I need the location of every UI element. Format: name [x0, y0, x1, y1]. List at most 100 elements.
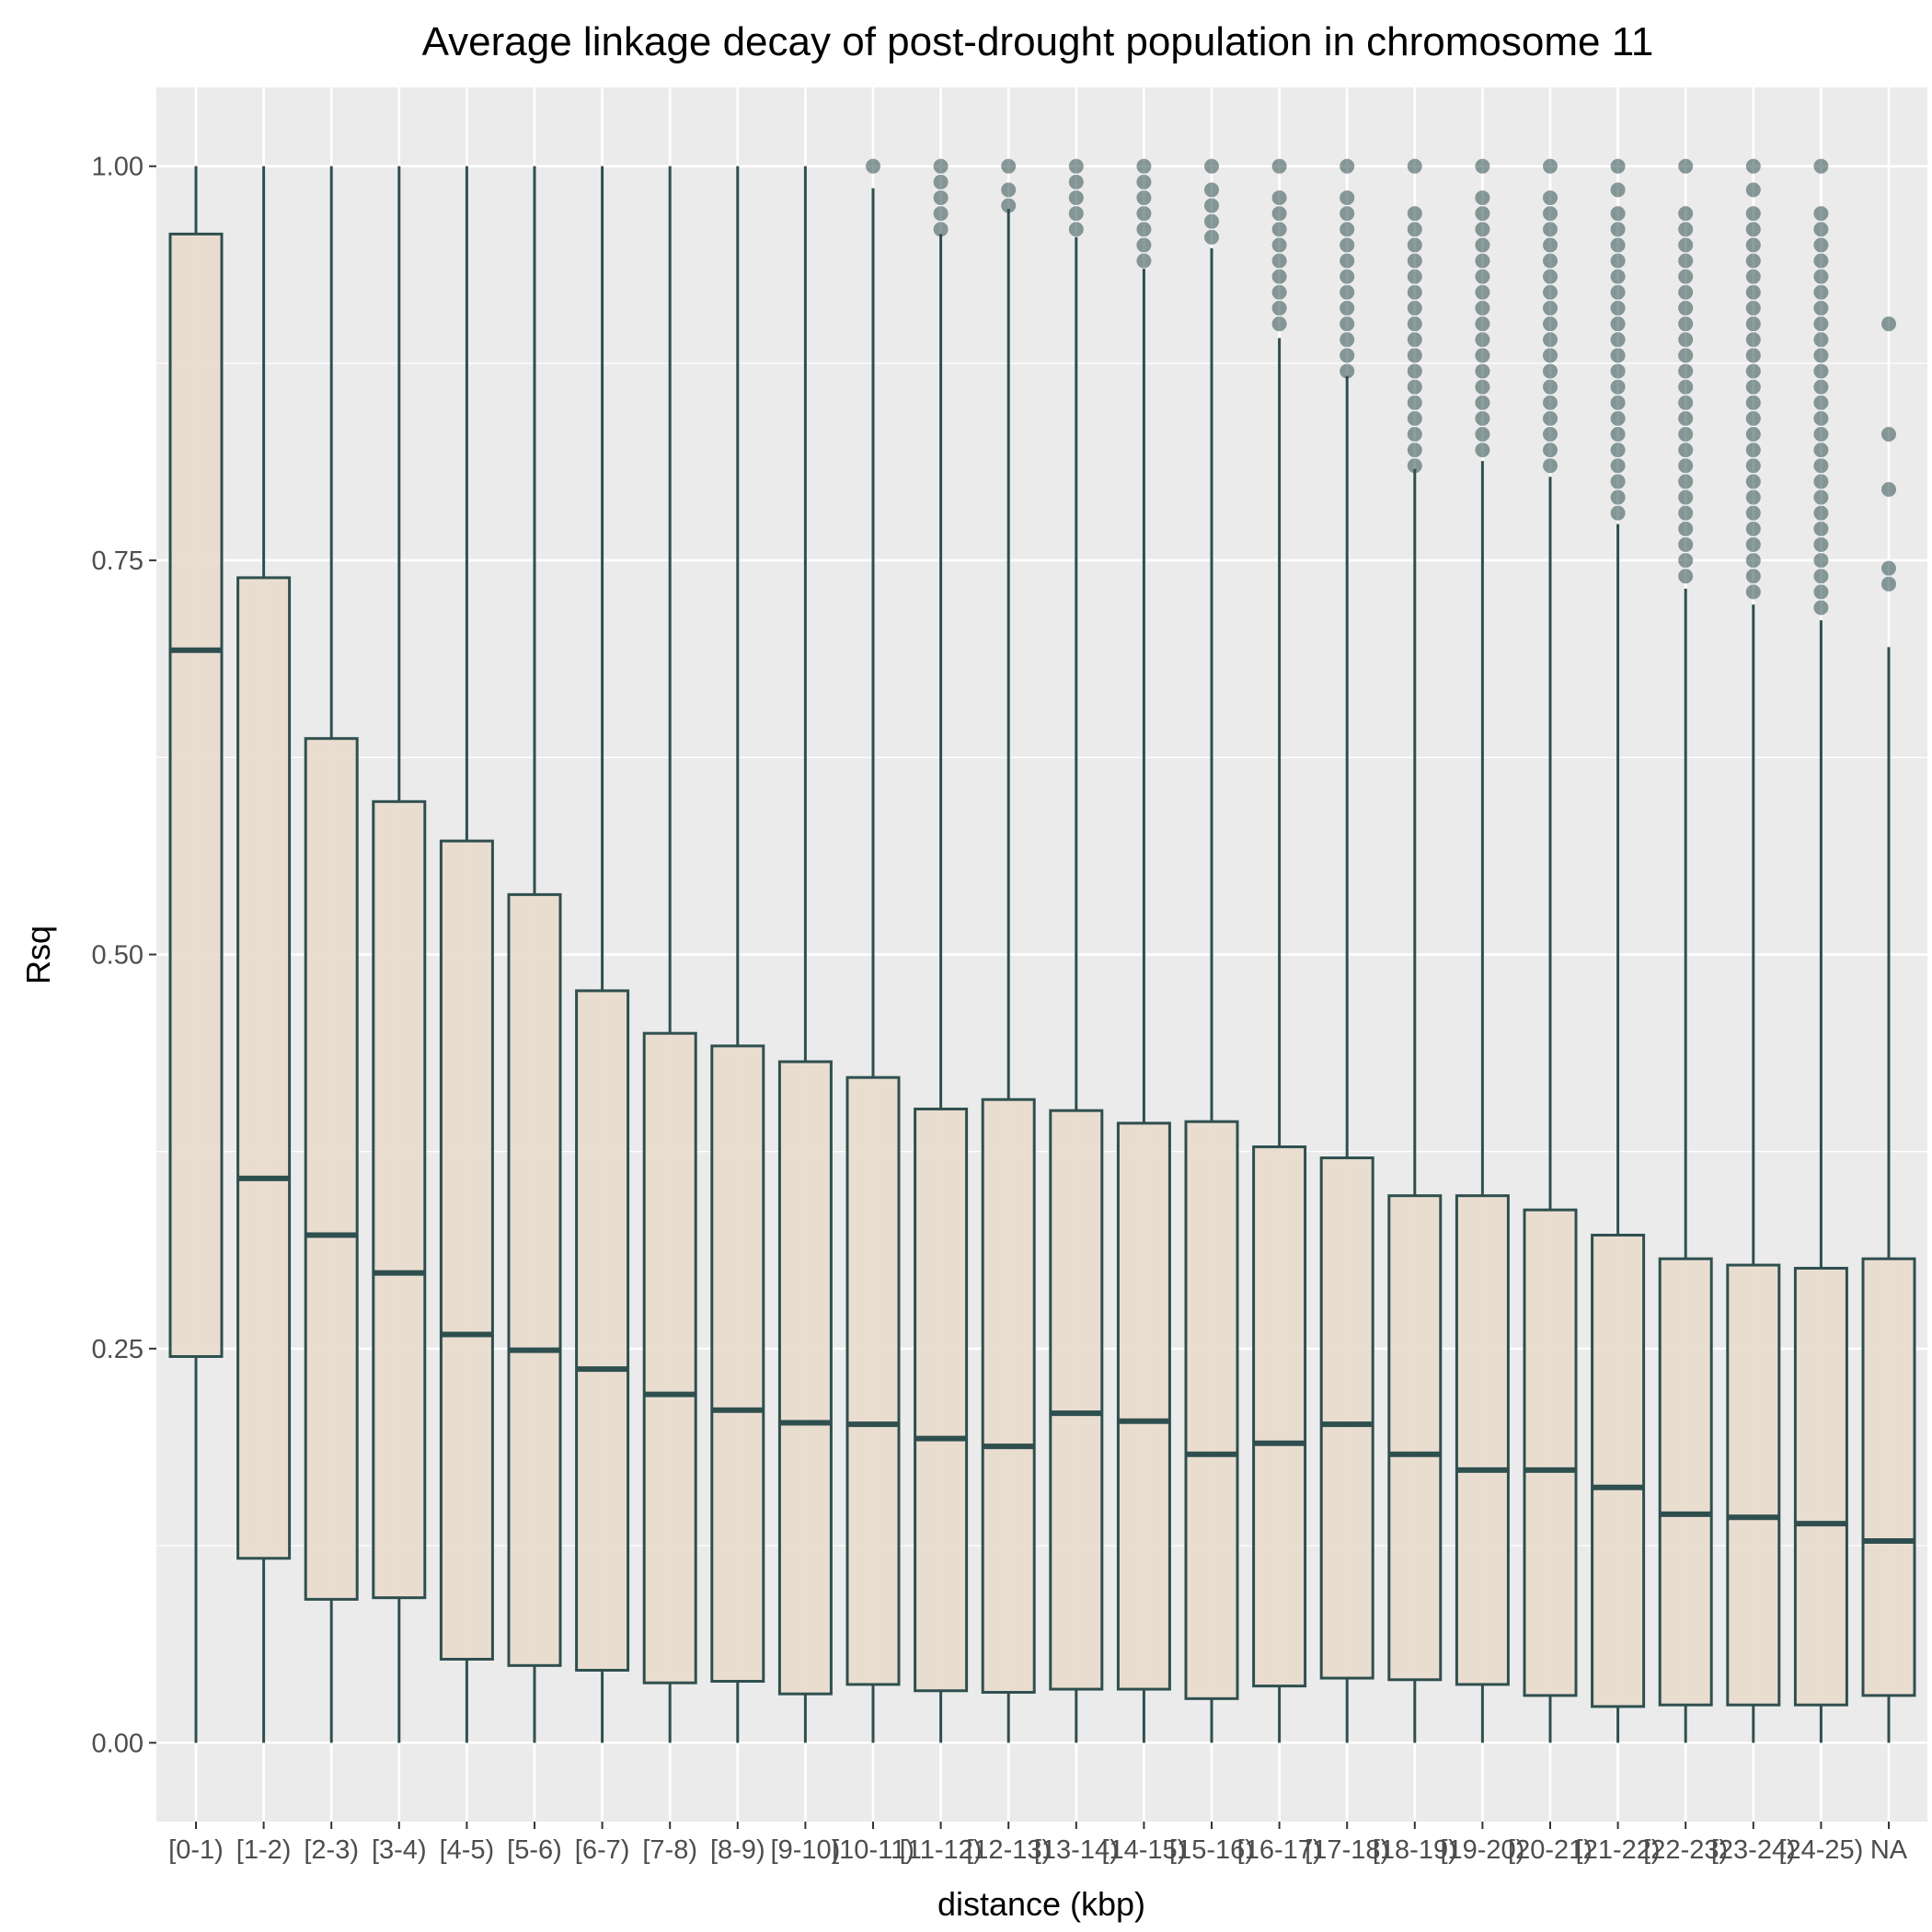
outlier-point — [1813, 300, 1829, 316]
box-10 — [845, 158, 901, 1743]
outlier-point — [1610, 206, 1626, 222]
x-tick-label: [22-23) — [1643, 1835, 1728, 1865]
box-body — [507, 892, 562, 1667]
outlier-point — [1745, 395, 1761, 410]
outlier-point — [1813, 269, 1829, 284]
outlier-point — [1340, 316, 1355, 332]
y-tick-label: 0.25 — [92, 1335, 144, 1364]
outlier-point — [933, 222, 949, 237]
x-axis: [0-1) [1-2) [2-3) [3-4) [4-5) [5-6) [6-7) [7-8)… — [168, 1822, 1908, 1865]
outlier-point — [1678, 316, 1694, 332]
outlier-point — [1475, 427, 1490, 442]
box-body — [777, 1060, 833, 1696]
box-22 — [1658, 158, 1713, 1743]
outlier-point — [1813, 348, 1829, 363]
outlier-point — [1543, 410, 1558, 426]
outlier-point — [1610, 300, 1626, 316]
boxes-layer — [168, 158, 1916, 1743]
outlier-point — [1678, 348, 1694, 363]
outlier-point — [1881, 427, 1896, 442]
outlier-point — [1610, 443, 1626, 458]
x-tick-label: [2-3) — [304, 1835, 359, 1865]
x-tick-label: [14-15) — [1101, 1835, 1186, 1865]
x-tick-label: [7-8) — [642, 1835, 697, 1865]
outlier-point — [1543, 237, 1558, 253]
outlier-point — [1068, 174, 1084, 190]
outlier-point — [1543, 316, 1558, 332]
outlier-point — [1407, 284, 1422, 300]
outlier-point — [1745, 269, 1761, 284]
outlier-point — [1813, 536, 1829, 552]
outlier-point — [1881, 481, 1896, 497]
outlier-point — [1610, 474, 1626, 489]
outlier-point — [1340, 332, 1355, 348]
x-tick-label: [5-6) — [507, 1835, 562, 1865]
x-tick-label: NA — [1870, 1835, 1908, 1865]
outlier-point — [1271, 284, 1287, 300]
outlier-point — [1407, 237, 1422, 253]
outlier-point — [1678, 222, 1694, 237]
outlier-point — [1475, 410, 1490, 426]
outlier-point — [1271, 222, 1287, 237]
x-tick-label: [1-2) — [236, 1835, 292, 1865]
outlier-point — [1543, 443, 1558, 458]
x-tick-label: [16-17) — [1237, 1835, 1322, 1865]
x-tick-label: [24-25) — [1778, 1835, 1863, 1865]
outlier-point — [1745, 332, 1761, 348]
outlier-point — [1271, 237, 1287, 253]
x-tick-label: [17-18) — [1305, 1835, 1389, 1865]
outlier-point — [1678, 505, 1694, 521]
outlier-point — [1745, 427, 1761, 442]
outlier-point — [1678, 253, 1694, 269]
outlier-point — [1271, 158, 1287, 174]
outlier-point — [1340, 190, 1355, 205]
outlier-point — [1745, 569, 1761, 584]
box-19 — [1455, 158, 1510, 1743]
outlier-point — [1136, 253, 1152, 269]
outlier-point — [1407, 379, 1422, 395]
outlier-point — [1543, 348, 1558, 363]
x-tick-label: [6-7) — [575, 1835, 630, 1865]
box-16 — [1252, 158, 1307, 1743]
outlier-point — [1271, 300, 1287, 316]
outlier-point — [1407, 300, 1422, 316]
outlier-point — [1543, 253, 1558, 269]
outlier-point — [1678, 474, 1694, 489]
outlier-point — [1745, 505, 1761, 521]
outlier-point — [1543, 458, 1558, 474]
outlier-point — [1001, 198, 1017, 213]
box-body — [1252, 1145, 1307, 1688]
outlier-point — [1204, 229, 1219, 245]
box-body — [1658, 1257, 1713, 1707]
box-body — [1049, 1109, 1104, 1691]
box-8 — [710, 166, 765, 1743]
outlier-point — [1745, 253, 1761, 269]
outlier-point — [1610, 222, 1626, 237]
outlier-point — [1610, 505, 1626, 521]
outlier-point — [1745, 489, 1761, 505]
box-body — [845, 1075, 901, 1686]
y-axis-title: Rsq — [19, 926, 57, 984]
box-body — [236, 576, 292, 1560]
outlier-point — [1407, 458, 1422, 474]
outlier-point — [1475, 253, 1490, 269]
outlier-point — [1610, 458, 1626, 474]
outlier-point — [1745, 316, 1761, 332]
outlier-point — [1745, 553, 1761, 569]
box-body — [1319, 1156, 1374, 1680]
outlier-point — [1543, 332, 1558, 348]
outlier-point — [866, 158, 880, 174]
x-tick-label: [20-21) — [1508, 1835, 1593, 1865]
x-tick-label: [19-20) — [1440, 1835, 1524, 1865]
outlier-point — [1407, 206, 1422, 222]
box-0 — [168, 166, 224, 1743]
outlier-point — [1678, 269, 1694, 284]
outlier-point — [1813, 553, 1829, 569]
x-tick-label: [0-1) — [168, 1835, 224, 1865]
outlier-point — [1407, 332, 1422, 348]
outlier-point — [1610, 269, 1626, 284]
box-2 — [304, 166, 359, 1743]
outlier-point — [1610, 489, 1626, 505]
outlier-point — [1678, 443, 1694, 458]
outlier-point — [1813, 443, 1829, 458]
